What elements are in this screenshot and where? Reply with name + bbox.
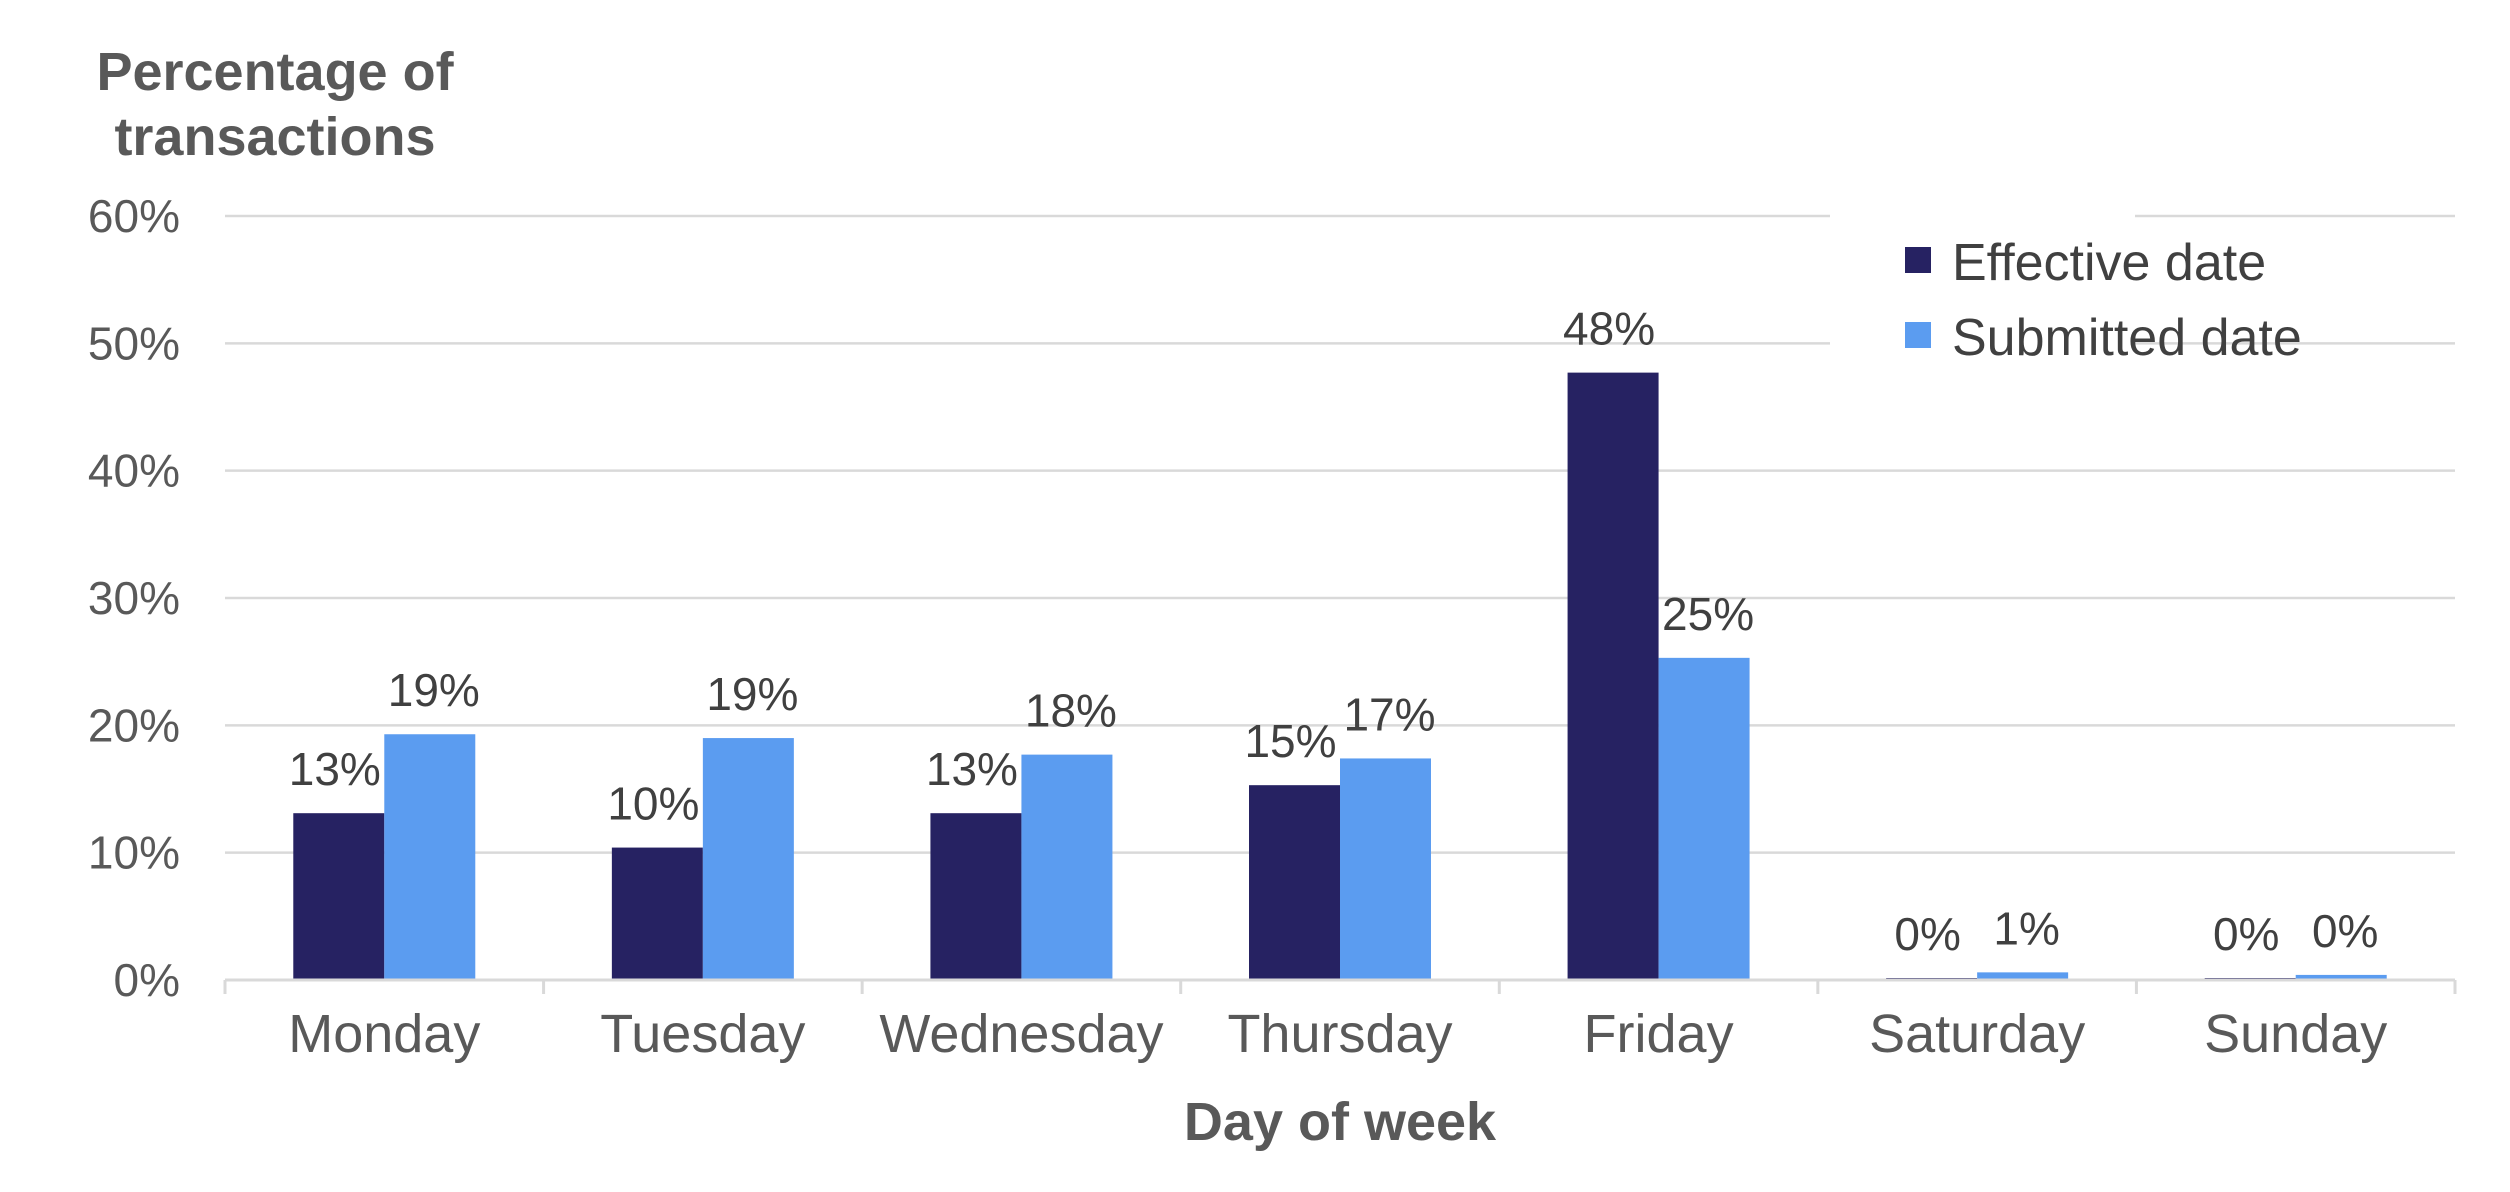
bar-effective-date (930, 813, 1022, 980)
bar-submitted-date (1340, 758, 1431, 980)
bar-submitted-date (1021, 754, 1113, 980)
data-label-effective-date: 0% (1894, 908, 1960, 960)
y-tick-label: 50% (88, 317, 180, 369)
x-axis-title: Day of week (1184, 1092, 1497, 1152)
data-label-effective-date: 13% (926, 743, 1018, 795)
y-axis-title-line-2: transactions (114, 107, 435, 167)
x-tick-label: Thursday (1227, 1004, 1452, 1064)
legend: Effective date Submitted date (1830, 204, 2302, 374)
axes: 0% 10% 20% 30% 40% 50% 60% Monday Tuesday Wednesd… (88, 190, 2457, 1064)
y-tick-label: 20% (88, 699, 180, 751)
x-tick-label: Saturday (1869, 1004, 2085, 1064)
data-label-submitted-date: 1% (1993, 902, 2059, 954)
y-tick-label: 60% (88, 190, 180, 242)
x-tick-label: Wednesday (879, 1004, 1163, 1064)
data-label-submitted-date: 18% (1025, 685, 1117, 737)
bar-effective-date (1249, 785, 1340, 980)
bar-effective-date (1567, 372, 1659, 980)
legend-label-submitted-date: Submitted date (1952, 309, 2302, 367)
data-label-submitted-date: 19% (388, 664, 480, 716)
data-label-effective-date: 10% (607, 778, 699, 830)
bar-submitted-date (1658, 657, 1750, 980)
data-label-effective-date: 48% (1563, 303, 1655, 355)
y-tick-label: 40% (88, 445, 180, 497)
data-label-effective-date: 13% (289, 743, 381, 795)
x-tick-label: Sunday (2204, 1004, 2387, 1064)
data-label-submitted-date: 0% (2312, 905, 2378, 957)
bar-effective-date (293, 813, 385, 980)
x-tick-label: Tuesday (600, 1004, 805, 1064)
legend-background (1830, 204, 2135, 374)
y-tick-label: 10% (88, 827, 180, 879)
y-tick-label: 30% (88, 572, 180, 624)
x-tick-label: Friday (1584, 1004, 1734, 1064)
bar-effective-date (611, 847, 703, 980)
legend-label-effective-date: Effective date (1952, 234, 2266, 292)
data-label-submitted-date: 25% (1662, 588, 1754, 640)
data-label-effective-date: 0% (2213, 908, 2279, 960)
bar-submitted-date (1977, 972, 2069, 980)
bar-submitted-date (702, 738, 794, 980)
data-label-effective-date: 15% (1244, 715, 1336, 767)
x-tick-label: Monday (288, 1004, 480, 1064)
y-tick-label: 0% (114, 954, 180, 1006)
bars (293, 372, 2387, 980)
gridlines (225, 214, 2455, 854)
data-label-submitted-date: 19% (706, 668, 798, 720)
data-labels: 13% 10% 13% 15% 48% 0% 0% 19% 19% 18% 17% 25% 1% 0% (289, 303, 2379, 960)
bar-submitted-date (384, 734, 476, 980)
y-axis-title-line-1: Percentage of (96, 42, 454, 102)
data-label-submitted-date: 17% (1343, 688, 1435, 740)
legend-swatch-effective-date (1905, 247, 1931, 273)
legend-swatch-submitted-date (1905, 322, 1931, 348)
bar-submitted-date (2295, 974, 2387, 980)
